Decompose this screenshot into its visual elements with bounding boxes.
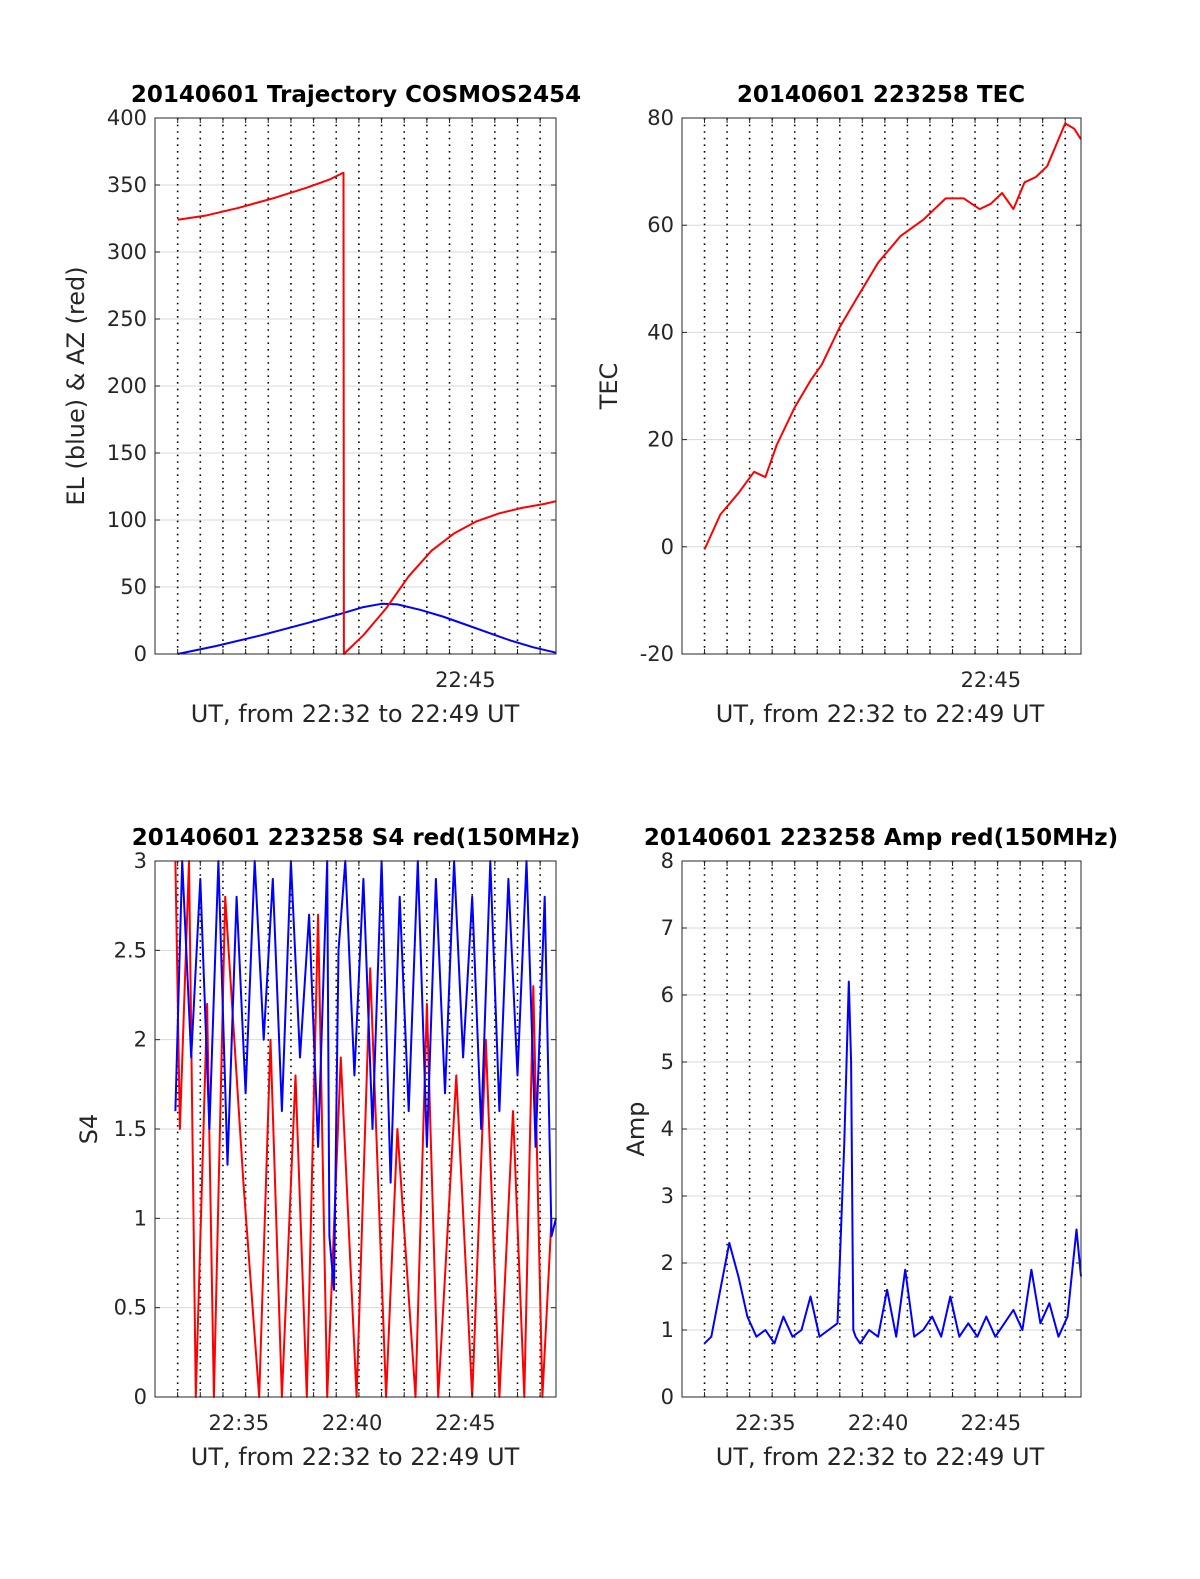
x-tick-label: 22:45 [961,668,1022,692]
amp-title: 20140601 223258 Amp red(150MHz) [644,825,1118,851]
x-tick-label: 22:45 [435,668,496,692]
s4-series [174,860,557,1398]
y-tick-label: 200 [107,374,147,398]
amp-y-label: Amp [622,1101,650,1156]
y-tick-label: 60 [647,213,674,237]
y-tick-label: -20 [640,642,674,666]
y-tick-label: 1.5 [114,1117,147,1141]
x-tick-label: 22:45 [961,1411,1022,1435]
y-tick-label: 1 [134,1206,147,1230]
y-tick-label: 8 [661,849,674,873]
y-tick-label: 1 [661,1318,674,1342]
trajectory-ticks: 0 50 100 150 200 250 300 350 400 22:45 [107,106,556,692]
tec-title: 20140601 223258 TEC [737,82,1025,108]
y-tick-label: 0 [134,642,147,666]
y-tick-label: 80 [647,106,674,130]
y-tick-label: 0 [661,1385,674,1409]
amp-ticks: 0 1 2 3 4 5 6 7 8 22:35 22:40 22:45 [661,849,1081,1435]
y-tick-label: 5 [661,1050,674,1074]
series-amp-line [703,980,1082,1345]
tec-y-label: TEC [595,363,623,411]
series-tec-line [703,122,1082,550]
trajectory-title: 20140601 Trajectory COSMOS2454 [131,82,581,108]
y-tick-label: 40 [647,320,674,344]
amp-x-label: UT, from 22:32 to 22:49 UT [716,1443,1045,1471]
y-tick-label: 2 [134,1028,147,1052]
tec-panel: 20140601 223258 TEC -20 0 20 40 60 80 22:45 UT… [595,82,1082,728]
amp-series [703,980,1082,1345]
x-tick-label: 22:35 [735,1411,796,1435]
s4-ticks: 0 0.5 1 1.5 2 2.5 3 22:35 22:40 22:45 [114,849,556,1435]
y-tick-label: 7 [661,916,674,940]
trajectory-panel: 20140601 Trajectory COSMOS2454 0 50 100 150… [62,82,581,728]
y-tick-label: 3 [134,849,147,873]
y-tick-label: 150 [107,441,147,465]
tec-ticks: -20 0 20 40 60 80 22:45 [640,106,1081,692]
s4-title: 20140601 223258 S4 red(150MHz) [132,825,581,851]
s4-axes-box [154,860,557,1398]
x-tick-label: 22:35 [209,1411,270,1435]
trajectory-y-label: EL (blue) & AZ (red) [62,266,90,505]
y-tick-label: 400 [107,106,147,130]
y-tick-label: 2.5 [114,938,147,962]
y-tick-label: 20 [647,428,674,452]
x-tick-label: 22:45 [435,1411,496,1435]
y-tick-label: 0 [134,1385,147,1409]
y-tick-label: 0.5 [114,1296,147,1320]
amp-panel: 20140601 223258 Amp red(150MHz) 0 1 2 3 4 5 6 7… [622,825,1118,1471]
x-tick-label: 22:40 [848,1411,909,1435]
trajectory-x-label: UT, from 22:32 to 22:49 UT [191,700,520,728]
s4-x-label: UT, from 22:32 to 22:49 UT [191,1443,520,1471]
tec-x-label: UT, from 22:32 to 22:49 UT [716,700,1045,728]
y-tick-label: 350 [107,173,147,197]
y-tick-label: 250 [107,307,147,331]
series-red-line [174,860,553,1398]
tec-axes-box [681,117,1082,655]
y-tick-label: 2 [661,1251,674,1275]
y-tick-label: 50 [120,575,147,599]
series-blue-line [174,860,557,1291]
tec-series [703,122,1082,550]
y-tick-label: 3 [661,1184,674,1208]
trajectory-axes-box [154,117,557,655]
y-tick-label: 6 [661,983,674,1007]
x-tick-label: 22:40 [322,1411,383,1435]
y-tick-label: 4 [661,1117,674,1141]
series-az-line [177,171,557,655]
y-tick-label: 0 [661,535,674,559]
series-el-line [177,602,557,655]
trajectory-series [177,171,557,655]
s4-y-label: S4 [75,1114,103,1145]
amp-axes-box [681,860,1082,1398]
y-tick-label: 300 [107,240,147,264]
y-tick-label: 100 [107,508,147,532]
s4-panel: 20140601 223258 S4 red(150MHz) 0 0.5 1 1.5 2… [75,825,580,1471]
